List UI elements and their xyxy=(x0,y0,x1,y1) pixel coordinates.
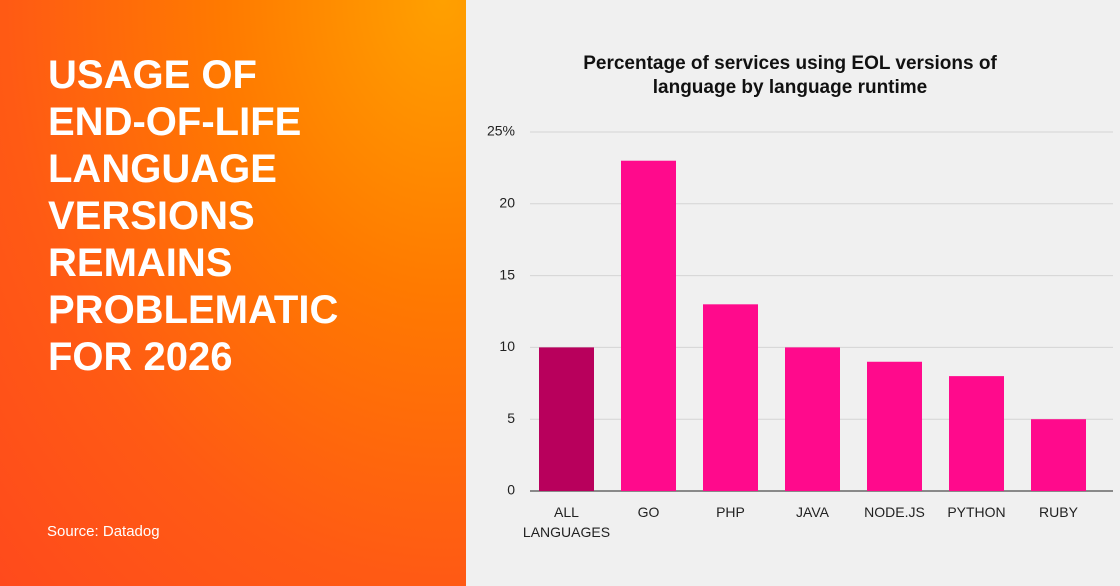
chart-title: Percentage of services using EOL version… xyxy=(583,53,997,98)
x-tick-label: JAVA xyxy=(796,504,829,520)
x-tick-label: PHP xyxy=(716,504,745,520)
bar xyxy=(621,160,676,491)
y-tick-label: 0 xyxy=(507,482,515,498)
bar xyxy=(785,347,840,491)
y-tick-label: 10 xyxy=(499,338,515,354)
y-tick-label: 5 xyxy=(507,410,515,426)
y-tick-label: 25% xyxy=(487,123,515,139)
bar xyxy=(1031,419,1086,491)
x-tick-label: NODE.JS xyxy=(864,504,925,520)
source: Source: Datadog xyxy=(47,523,160,540)
x-tick-label: GO xyxy=(637,504,660,520)
x-tick-label: RUBY xyxy=(1039,504,1078,520)
y-tick-label: 15 xyxy=(499,266,515,282)
bar xyxy=(703,304,758,491)
headline: USAGE OF END-OF-LIFE LANGUAGE VERSIONS R… xyxy=(48,53,339,379)
x-tick-label: PYTHON xyxy=(947,504,1006,520)
y-tick-label: 20 xyxy=(499,195,515,211)
bar xyxy=(949,376,1004,491)
left-panel: USAGE OF END-OF-LIFE LANGUAGE VERSIONS R… xyxy=(0,0,466,586)
x-tick-label: ALL LANGUAGES xyxy=(522,504,611,540)
bar xyxy=(867,361,922,491)
bar xyxy=(539,347,594,491)
